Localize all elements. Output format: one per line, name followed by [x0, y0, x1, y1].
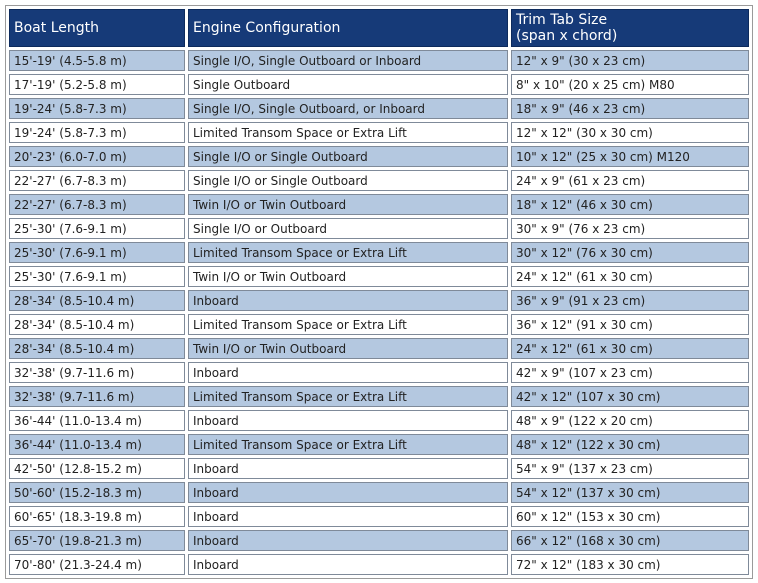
- boat-length-cell: 20'-23' (6.0-7.0 m): [9, 146, 185, 167]
- boat-length-cell: 15'-19' (4.5-5.8 m): [9, 50, 185, 71]
- trim-tab-size-cell: 12" x 12" (30 x 30 cm): [511, 122, 749, 143]
- trim-tab-size-cell: 66" x 12" (168 x 30 cm): [511, 530, 749, 551]
- table-row: 28'-34' (8.5-10.4 m) Inboard 36" x 9" (91 …: [9, 290, 749, 311]
- boat-length-cell: 25'-30' (7.6-9.1 m): [9, 218, 185, 239]
- table-row: 19'-24' (5.8-7.3 m) Single I/O, Single Ou…: [9, 98, 749, 119]
- trim-tab-size-cell: 54" x 12" (137 x 30 cm): [511, 482, 749, 503]
- trim-tab-size-cell: 36" x 12" (91 x 30 cm): [511, 314, 749, 335]
- table-row: 36'-44' (11.0-13.4 m) Limited Transom Spa…: [9, 434, 749, 455]
- engine-configuration-cell: Inboard: [188, 530, 508, 551]
- header-trim-tab-size-title: Trim Tab Size: [516, 12, 608, 28]
- engine-configuration-cell: Single I/O or Single Outboard: [188, 170, 508, 191]
- trim-tab-size-cell: 24" x 9" (61 x 23 cm): [511, 170, 749, 191]
- table-row: 28'-34' (8.5-10.4 m) Twin I/O or Twin Out…: [9, 338, 749, 359]
- trim-tab-size-cell: 12" x 9" (30 x 23 cm): [511, 50, 749, 71]
- engine-configuration-cell: Inboard: [188, 290, 508, 311]
- table-row: 25'-30' (7.6-9.1 m) Single I/O or Outboar…: [9, 218, 749, 239]
- table-row: 15'-19' (4.5-5.8 m) Single I/O, Single Ou…: [9, 50, 749, 71]
- trim-tab-size-cell: 24" x 12" (61 x 30 cm): [511, 338, 749, 359]
- engine-configuration-cell: Inboard: [188, 362, 508, 383]
- trim-tab-size-cell: 18" x 12" (46 x 30 cm): [511, 194, 749, 215]
- table-row: 32'-38' (9.7-11.6 m) Limited Transom Spac…: [9, 386, 749, 407]
- engine-configuration-cell: Single I/O or Single Outboard: [188, 146, 508, 167]
- trim-tab-size-cell: 10" x 12" (25 x 30 cm) M120: [511, 146, 749, 167]
- boat-length-cell: 36'-44' (11.0-13.4 m): [9, 434, 185, 455]
- trim-tab-size-cell: 42" x 9" (107 x 23 cm): [511, 362, 749, 383]
- boat-length-cell: 19'-24' (5.8-7.3 m): [9, 98, 185, 119]
- header-engine-configuration: Engine Configuration: [188, 9, 508, 47]
- engine-configuration-cell: Single I/O or Outboard: [188, 218, 508, 239]
- engine-configuration-cell: Limited Transom Space or Extra Lift: [188, 386, 508, 407]
- header-trim-tab-size: Trim Tab Size (span x chord): [511, 9, 749, 47]
- engine-configuration-cell: Inboard: [188, 506, 508, 527]
- table-row: 28'-34' (8.5-10.4 m) Limited Transom Spac…: [9, 314, 749, 335]
- trim-tab-size-cell: 72" x 12" (183 x 30 cm): [511, 554, 749, 575]
- engine-configuration-cell: Inboard: [188, 554, 508, 575]
- table-row: 32'-38' (9.7-11.6 m) Inboard 42" x 9" (107…: [9, 362, 749, 383]
- engine-configuration-cell: Limited Transom Space or Extra Lift: [188, 242, 508, 263]
- table-row: 25'-30' (7.6-9.1 m) Twin I/O or Twin Outb…: [9, 266, 749, 287]
- boat-length-cell: 28'-34' (8.5-10.4 m): [9, 314, 185, 335]
- boat-length-cell: 25'-30' (7.6-9.1 m): [9, 242, 185, 263]
- table-body: 15'-19' (4.5-5.8 m) Single I/O, Single Ou…: [9, 50, 749, 575]
- table-row: 65'-70' (19.8-21.3 m) Inboard 66" x 12" (1…: [9, 530, 749, 551]
- boat-length-cell: 28'-34' (8.5-10.4 m): [9, 290, 185, 311]
- trim-tab-size-cell: 60" x 12" (153 x 30 cm): [511, 506, 749, 527]
- boat-length-cell: 70'-80' (21.3-24.4 m): [9, 554, 185, 575]
- engine-configuration-cell: Single I/O, Single Outboard or Inboard: [188, 50, 508, 71]
- boat-length-cell: 22'-27' (6.7-8.3 m): [9, 170, 185, 191]
- boat-length-cell: 36'-44' (11.0-13.4 m): [9, 410, 185, 431]
- engine-configuration-cell: Twin I/O or Twin Outboard: [188, 194, 508, 215]
- boat-length-cell: 32'-38' (9.7-11.6 m): [9, 362, 185, 383]
- table-row: 70'-80' (21.3-24.4 m) Inboard 72" x 12" (1…: [9, 554, 749, 575]
- trim-tab-size-table: Boat Length Engine Configuration Trim Ta…: [5, 5, 753, 579]
- header-row: Boat Length Engine Configuration Trim Ta…: [9, 9, 749, 47]
- trim-tab-table-container: Boat Length Engine Configuration Trim Ta…: [5, 5, 753, 579]
- trim-tab-size-cell: 24" x 12" (61 x 30 cm): [511, 266, 749, 287]
- boat-length-cell: 17'-19' (5.2-5.8 m): [9, 74, 185, 95]
- engine-configuration-cell: Limited Transom Space or Extra Lift: [188, 314, 508, 335]
- trim-tab-size-cell: 8" x 10" (20 x 25 cm) M80: [511, 74, 749, 95]
- engine-configuration-cell: Inboard: [188, 458, 508, 479]
- boat-length-cell: 22'-27' (6.7-8.3 m): [9, 194, 185, 215]
- table-row: 42'-50' (12.8-15.2 m) Inboard 54" x 9" (13…: [9, 458, 749, 479]
- boat-length-cell: 25'-30' (7.6-9.1 m): [9, 266, 185, 287]
- boat-length-cell: 65'-70' (19.8-21.3 m): [9, 530, 185, 551]
- header-trim-tab-size-subtitle: (span x chord): [516, 28, 618, 44]
- engine-configuration-cell: Limited Transom Space or Extra Lift: [188, 434, 508, 455]
- boat-length-cell: 19'-24' (5.8-7.3 m): [9, 122, 185, 143]
- table-header: Boat Length Engine Configuration Trim Ta…: [9, 9, 749, 47]
- boat-length-cell: 32'-38' (9.7-11.6 m): [9, 386, 185, 407]
- trim-tab-size-cell: 30" x 9" (76 x 23 cm): [511, 218, 749, 239]
- table-row: 50'-60' (15.2-18.3 m) Inboard 54" x 12" (1…: [9, 482, 749, 503]
- boat-length-cell: 60'-65' (18.3-19.8 m): [9, 506, 185, 527]
- trim-tab-size-cell: 48" x 9" (122 x 20 cm): [511, 410, 749, 431]
- engine-configuration-cell: Inboard: [188, 410, 508, 431]
- header-boat-length: Boat Length: [9, 9, 185, 47]
- boat-length-cell: 42'-50' (12.8-15.2 m): [9, 458, 185, 479]
- trim-tab-size-cell: 48" x 12" (122 x 30 cm): [511, 434, 749, 455]
- engine-configuration-cell: Single I/O, Single Outboard, or Inboard: [188, 98, 508, 119]
- engine-configuration-cell: Inboard: [188, 482, 508, 503]
- table-row: 22'-27' (6.7-8.3 m) Single I/O or Single …: [9, 170, 749, 191]
- table-row: 19'-24' (5.8-7.3 m) Limited Transom Space…: [9, 122, 749, 143]
- table-row: 36'-44' (11.0-13.4 m) Inboard 48" x 9" (12…: [9, 410, 749, 431]
- engine-configuration-cell: Single Outboard: [188, 74, 508, 95]
- engine-configuration-cell: Twin I/O or Twin Outboard: [188, 266, 508, 287]
- engine-configuration-cell: Limited Transom Space or Extra Lift: [188, 122, 508, 143]
- trim-tab-size-cell: 42" x 12" (107 x 30 cm): [511, 386, 749, 407]
- trim-tab-size-cell: 30" x 12" (76 x 30 cm): [511, 242, 749, 263]
- trim-tab-size-cell: 18" x 9" (46 x 23 cm): [511, 98, 749, 119]
- table-row: 22'-27' (6.7-8.3 m) Twin I/O or Twin Outb…: [9, 194, 749, 215]
- boat-length-cell: 50'-60' (15.2-18.3 m): [9, 482, 185, 503]
- table-row: 60'-65' (18.3-19.8 m) Inboard 60" x 12" (1…: [9, 506, 749, 527]
- trim-tab-size-cell: 54" x 9" (137 x 23 cm): [511, 458, 749, 479]
- boat-length-cell: 28'-34' (8.5-10.4 m): [9, 338, 185, 359]
- trim-tab-size-cell: 36" x 9" (91 x 23 cm): [511, 290, 749, 311]
- table-row: 17'-19' (5.2-5.8 m) Single Outboard 8" x 1…: [9, 74, 749, 95]
- engine-configuration-cell: Twin I/O or Twin Outboard: [188, 338, 508, 359]
- table-row: 25'-30' (7.6-9.1 m) Limited Transom Space…: [9, 242, 749, 263]
- table-row: 20'-23' (6.0-7.0 m) Single I/O or Single …: [9, 146, 749, 167]
